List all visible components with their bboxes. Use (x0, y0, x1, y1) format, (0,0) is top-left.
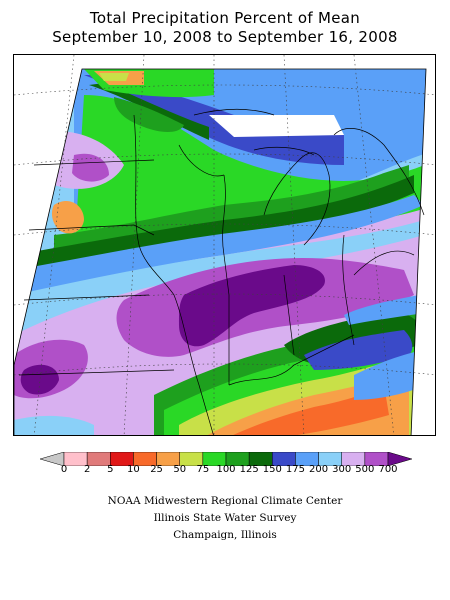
legend-labels: 0 2 5 10 25 50 75 100 125 150 175 200 300 500 700 (40, 464, 412, 480)
precip-shading (14, 69, 426, 435)
credit-survey: Illinois State Water Survey (153, 512, 297, 524)
precipitation-map (13, 54, 436, 436)
map-title: Total Precipitation Percent of Mean (89, 9, 361, 27)
legend-label: 700 (378, 464, 398, 475)
legend-label: 175 (285, 464, 305, 475)
state-boundaries (18, 108, 425, 435)
map-domain-outline (14, 68, 427, 435)
map-date-range: September 10, 2008 to September 16, 2008 (52, 28, 398, 46)
legend-label: 125 (239, 464, 259, 475)
legend-label: 200 (309, 464, 329, 475)
legend-label: 0 (60, 464, 68, 475)
legend-label: 10 (127, 464, 140, 475)
legend-label: 50 (173, 464, 187, 475)
legend-label: 300 (332, 464, 352, 475)
legend-label: 150 (262, 464, 282, 475)
legend-colorbar (40, 452, 412, 466)
legend-swatch-high-cap (387, 452, 412, 466)
graticule (14, 55, 435, 435)
legend-label: 75 (196, 464, 210, 475)
legend-label: 2 (83, 464, 91, 475)
legend-label: 5 (107, 464, 114, 475)
legend-label: 500 (355, 464, 375, 475)
map-svg (14, 55, 435, 435)
credit-location: Champaign, Illinois (173, 529, 277, 541)
legend-label: 100 (216, 464, 236, 475)
legend-label: 25 (150, 464, 163, 475)
credit-organization: NOAA Midwestern Regional Climate Center (107, 495, 343, 507)
